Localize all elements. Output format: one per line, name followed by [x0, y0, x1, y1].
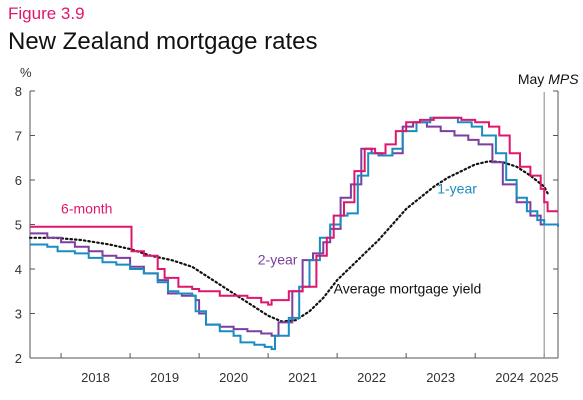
plot-area	[28, 116, 559, 351]
y-tick-label: 7	[15, 129, 22, 144]
series-labels: 6-month 1-year 2-year Average mortgage yiel…	[61, 180, 481, 296]
y-tick-label: 6	[15, 173, 22, 188]
series-label-2-year: 2-year	[258, 252, 298, 268]
x-tick-label: 2022	[357, 370, 386, 385]
y-tick-label: 4	[15, 262, 22, 277]
y-axis-unit: %	[20, 65, 32, 80]
chart-title: New Zealand mortgage rates	[8, 28, 318, 55]
x-tick-label: 2025	[530, 370, 559, 385]
x-tick-label: 2020	[219, 370, 248, 385]
series-line-6-month	[30, 116, 558, 306]
y-tick-label: 8	[15, 84, 22, 99]
mps-label-italic: MPS	[548, 71, 579, 87]
x-tick-label: 2024	[495, 370, 524, 385]
mps-marker-label: May MPS	[518, 71, 579, 87]
mps-label-plain: May	[518, 71, 548, 87]
y-tick-label: 2	[15, 351, 22, 366]
x-tick-label: 2018	[81, 370, 110, 385]
series-line-1-year	[30, 116, 559, 351]
series-label-1-year: 1-year	[437, 180, 477, 196]
series-line-2-year	[30, 121, 559, 337]
x-tick-label: 2019	[150, 370, 179, 385]
figure-label: Figure 3.9	[8, 4, 85, 23]
y-tick-label: 3	[15, 307, 22, 322]
chart-axes: % 2 3 4 5 6 7 8 2018 2019 2020 2021 2022 2023 2024 2025…	[15, 65, 579, 385]
series-label-6-month: 6-month	[61, 200, 112, 216]
x-tick-label: 2023	[426, 370, 455, 385]
y-tick-label: 5	[15, 218, 22, 233]
series-label-average-mortgage-yield: Average mortgage yield	[334, 280, 482, 296]
x-tick-label: 2021	[288, 370, 317, 385]
